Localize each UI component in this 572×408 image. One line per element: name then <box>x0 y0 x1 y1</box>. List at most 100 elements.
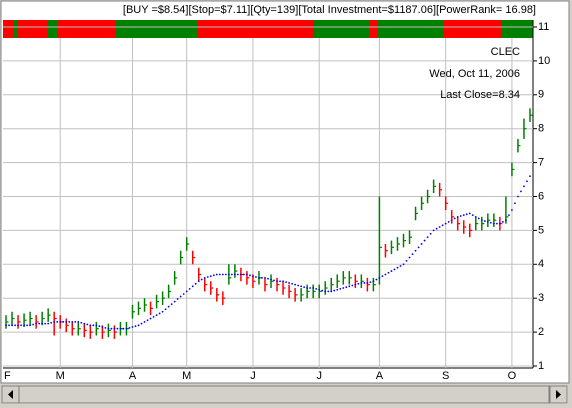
ma-dot <box>357 282 360 285</box>
ma-point <box>107 327 110 330</box>
strip-seg <box>502 20 533 38</box>
ma-dot <box>68 321 71 323</box>
date: Wed, Oct 11, 2006 <box>429 68 520 80</box>
ma-point <box>239 273 242 276</box>
ma-dot <box>243 273 245 276</box>
last-close: Last Close=8.34 <box>440 89 520 101</box>
x-tick-label: J <box>316 370 322 382</box>
ma-dot <box>194 282 197 285</box>
ma-dot <box>489 221 492 224</box>
y-tick-label: 7 <box>538 157 544 169</box>
ma-dot <box>417 246 420 249</box>
ma-dot <box>303 286 306 289</box>
ma-dot <box>514 202 516 205</box>
ma-point <box>492 222 495 225</box>
ma-dot <box>255 276 257 278</box>
ma-dot <box>423 239 426 242</box>
ma-dot <box>158 312 161 315</box>
ma-point <box>155 314 158 317</box>
x-tick-label: M <box>182 370 191 382</box>
y-tick-label: 4 <box>538 258 544 270</box>
ma-dot <box>261 276 263 279</box>
ma-point <box>360 282 363 284</box>
ma-point <box>65 321 68 323</box>
ma-dot <box>321 289 324 292</box>
y-tick-label: 6 <box>538 190 544 202</box>
ma-point <box>462 214 465 217</box>
ma-dot <box>291 282 293 285</box>
ma-point <box>438 226 441 228</box>
chart-area <box>0 0 570 384</box>
ma-point <box>35 322 38 325</box>
y-tick-label: 3 <box>538 292 544 304</box>
ma-dot <box>495 222 498 225</box>
ma-dot <box>345 286 348 289</box>
strip-seg <box>13 20 18 38</box>
ma-dot <box>218 273 221 276</box>
ma-point <box>125 327 128 330</box>
ma-point <box>197 280 200 283</box>
ma-dot <box>188 287 191 290</box>
ma-dot <box>98 325 101 328</box>
scroll-thumb[interactable] <box>18 385 550 404</box>
ma-dot <box>447 221 450 223</box>
ma-point <box>486 221 489 223</box>
x-tick-label: J <box>250 370 256 382</box>
ma-point <box>137 324 140 327</box>
ma-point <box>41 322 44 325</box>
ma-dot <box>212 274 215 277</box>
ma-point <box>300 285 303 288</box>
ma-point <box>246 273 248 276</box>
ma-dot <box>363 282 366 284</box>
ma-dot <box>224 273 227 276</box>
ma-point <box>11 324 13 327</box>
ma-point <box>318 288 321 291</box>
ma-point <box>517 195 519 198</box>
ma-point <box>450 219 453 222</box>
ma-dot <box>351 284 354 287</box>
ma-dot <box>200 278 203 281</box>
ma-dot <box>92 324 95 327</box>
ma-point <box>23 324 25 327</box>
ma-dot <box>267 277 269 280</box>
ma-dot <box>273 279 275 282</box>
strip-seg <box>443 20 502 38</box>
ma-point <box>179 295 182 298</box>
ma-dot <box>170 303 173 306</box>
ma-dot <box>411 253 414 256</box>
ma-dot <box>134 325 137 328</box>
y-tick-label: 2 <box>538 326 544 338</box>
ma-point <box>77 321 80 323</box>
signal-strip <box>3 20 533 38</box>
ma-point <box>191 285 194 288</box>
ma-point <box>264 276 266 279</box>
scrollbar[interactable] <box>1 385 568 404</box>
ma-dot <box>441 224 444 227</box>
ma-point <box>384 273 387 276</box>
ma-dot <box>477 217 480 220</box>
strip-seg <box>370 20 378 38</box>
ma-dot <box>38 322 41 325</box>
ma-dot <box>339 287 342 290</box>
ma-point <box>227 273 230 276</box>
ma-point <box>444 222 447 225</box>
y-tick-label: 5 <box>538 224 544 236</box>
ma-point <box>420 243 423 245</box>
ma-dot <box>508 214 510 217</box>
arrow-icon <box>556 390 561 399</box>
ma-dot <box>104 326 107 329</box>
ma-dot <box>56 321 59 323</box>
strip-seg <box>198 20 313 38</box>
ma-point <box>209 275 212 278</box>
ma-point <box>119 327 122 330</box>
ma-dot <box>393 268 396 271</box>
ma-dot <box>32 323 35 326</box>
strip-seg <box>58 20 115 38</box>
ma-point <box>523 185 525 188</box>
ma-dot <box>80 321 83 324</box>
ma-dot <box>182 293 185 295</box>
strip-seg <box>313 20 370 38</box>
ma-dot <box>435 227 438 230</box>
ma-dot <box>164 308 167 311</box>
